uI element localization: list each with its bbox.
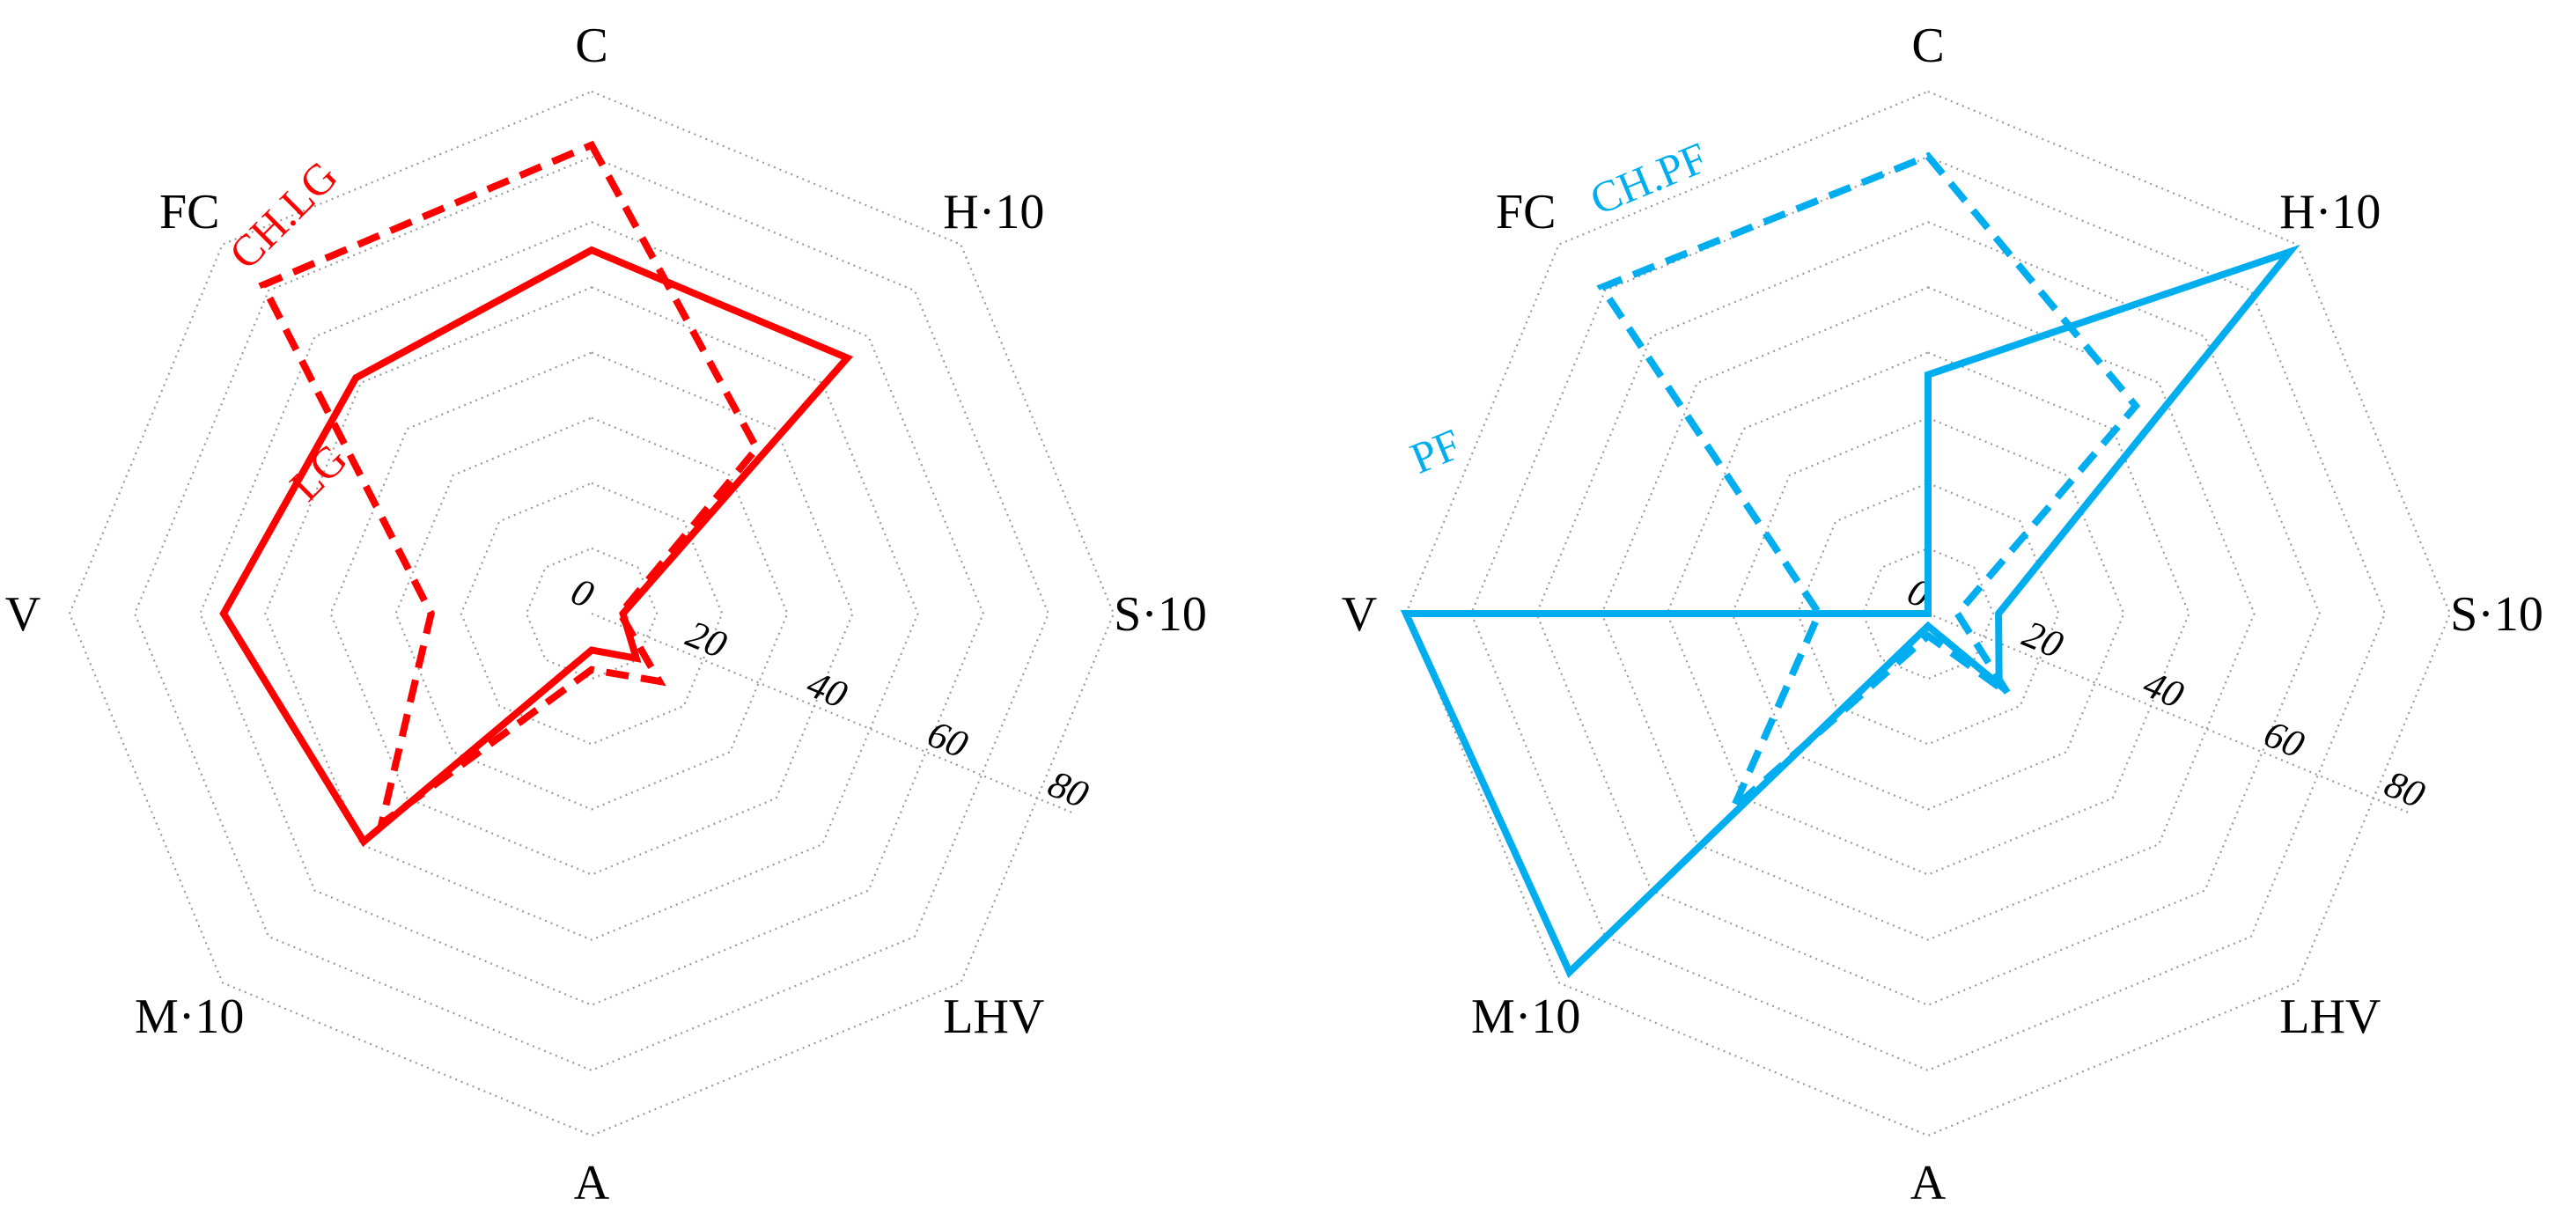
tick-label-80: 80 — [1042, 761, 1094, 816]
series-line-ch-pf — [1596, 151, 2141, 812]
grid-ring-70 — [1469, 155, 2387, 1072]
grid-ring-50 — [264, 286, 919, 941]
grid-ring-40 — [329, 351, 854, 876]
grid-ring-50 — [1601, 286, 2256, 941]
axis-label-s-10: S·10 — [2450, 587, 2543, 642]
grid-ring-10 — [525, 547, 659, 680]
axis-label-m-10: M·10 — [1471, 989, 1580, 1044]
axis-label-c: C — [575, 18, 607, 73]
tick-label-80: 80 — [2379, 761, 2431, 816]
axis-label-fc: FC — [1496, 185, 1557, 239]
series-label-ch-pf: CH.PF — [1583, 132, 1714, 224]
axis-label-lhv: LHV — [2279, 989, 2381, 1044]
tick-label-0: 0 — [565, 570, 600, 617]
axis-label-a: A — [1910, 1156, 1947, 1210]
grid-ring-30 — [1731, 416, 2125, 811]
series-line-pf — [1400, 244, 2300, 979]
grid-ring-20 — [460, 482, 724, 746]
grid-ring-60 — [1535, 221, 2321, 1006]
series-ch-pf: CH.PF — [1583, 132, 2141, 812]
tick-label-20: 20 — [681, 612, 732, 666]
tick-label-40: 40 — [2138, 662, 2190, 717]
series-line-lg — [219, 246, 854, 847]
grid-ring-80 — [68, 90, 1115, 1137]
grid-ring-10 — [1861, 547, 1995, 680]
series-line-ch-lg — [258, 140, 762, 833]
series-label-pf: PF — [1403, 419, 1468, 483]
series-lg: LG — [219, 246, 854, 847]
axis-label-v: V — [5, 587, 40, 642]
tick-label-20: 20 — [2017, 612, 2069, 666]
grid-ring-20 — [1796, 482, 2060, 746]
axis-label-s-10: S·10 — [1114, 587, 1207, 642]
axis-label-v: V — [1342, 587, 1377, 642]
radial-tick-axis — [591, 612, 1075, 814]
axis-label-h-10: H·10 — [943, 185, 1044, 239]
axis-label-m-10: M·10 — [135, 989, 244, 1044]
tick-label-40: 40 — [801, 662, 853, 717]
tick-label-60: 60 — [2258, 712, 2310, 767]
grid-ring-60 — [199, 221, 984, 1006]
grid-ring-40 — [1666, 351, 2190, 876]
axis-label-lhv: LHV — [943, 989, 1044, 1044]
grid-ring-80 — [1404, 90, 2452, 1137]
radial-tick-axis — [1927, 612, 2411, 814]
grid-ring-70 — [133, 155, 1050, 1072]
grid-ring-30 — [394, 416, 789, 811]
tick-label-60: 60 — [922, 712, 974, 767]
axis-label-fc: FC — [159, 185, 220, 239]
axis-label-a: A — [574, 1156, 610, 1210]
series-pf: PF — [1400, 244, 2300, 979]
axis-label-h-10: H·10 — [2279, 185, 2381, 239]
axis-label-c: C — [1911, 18, 1944, 73]
